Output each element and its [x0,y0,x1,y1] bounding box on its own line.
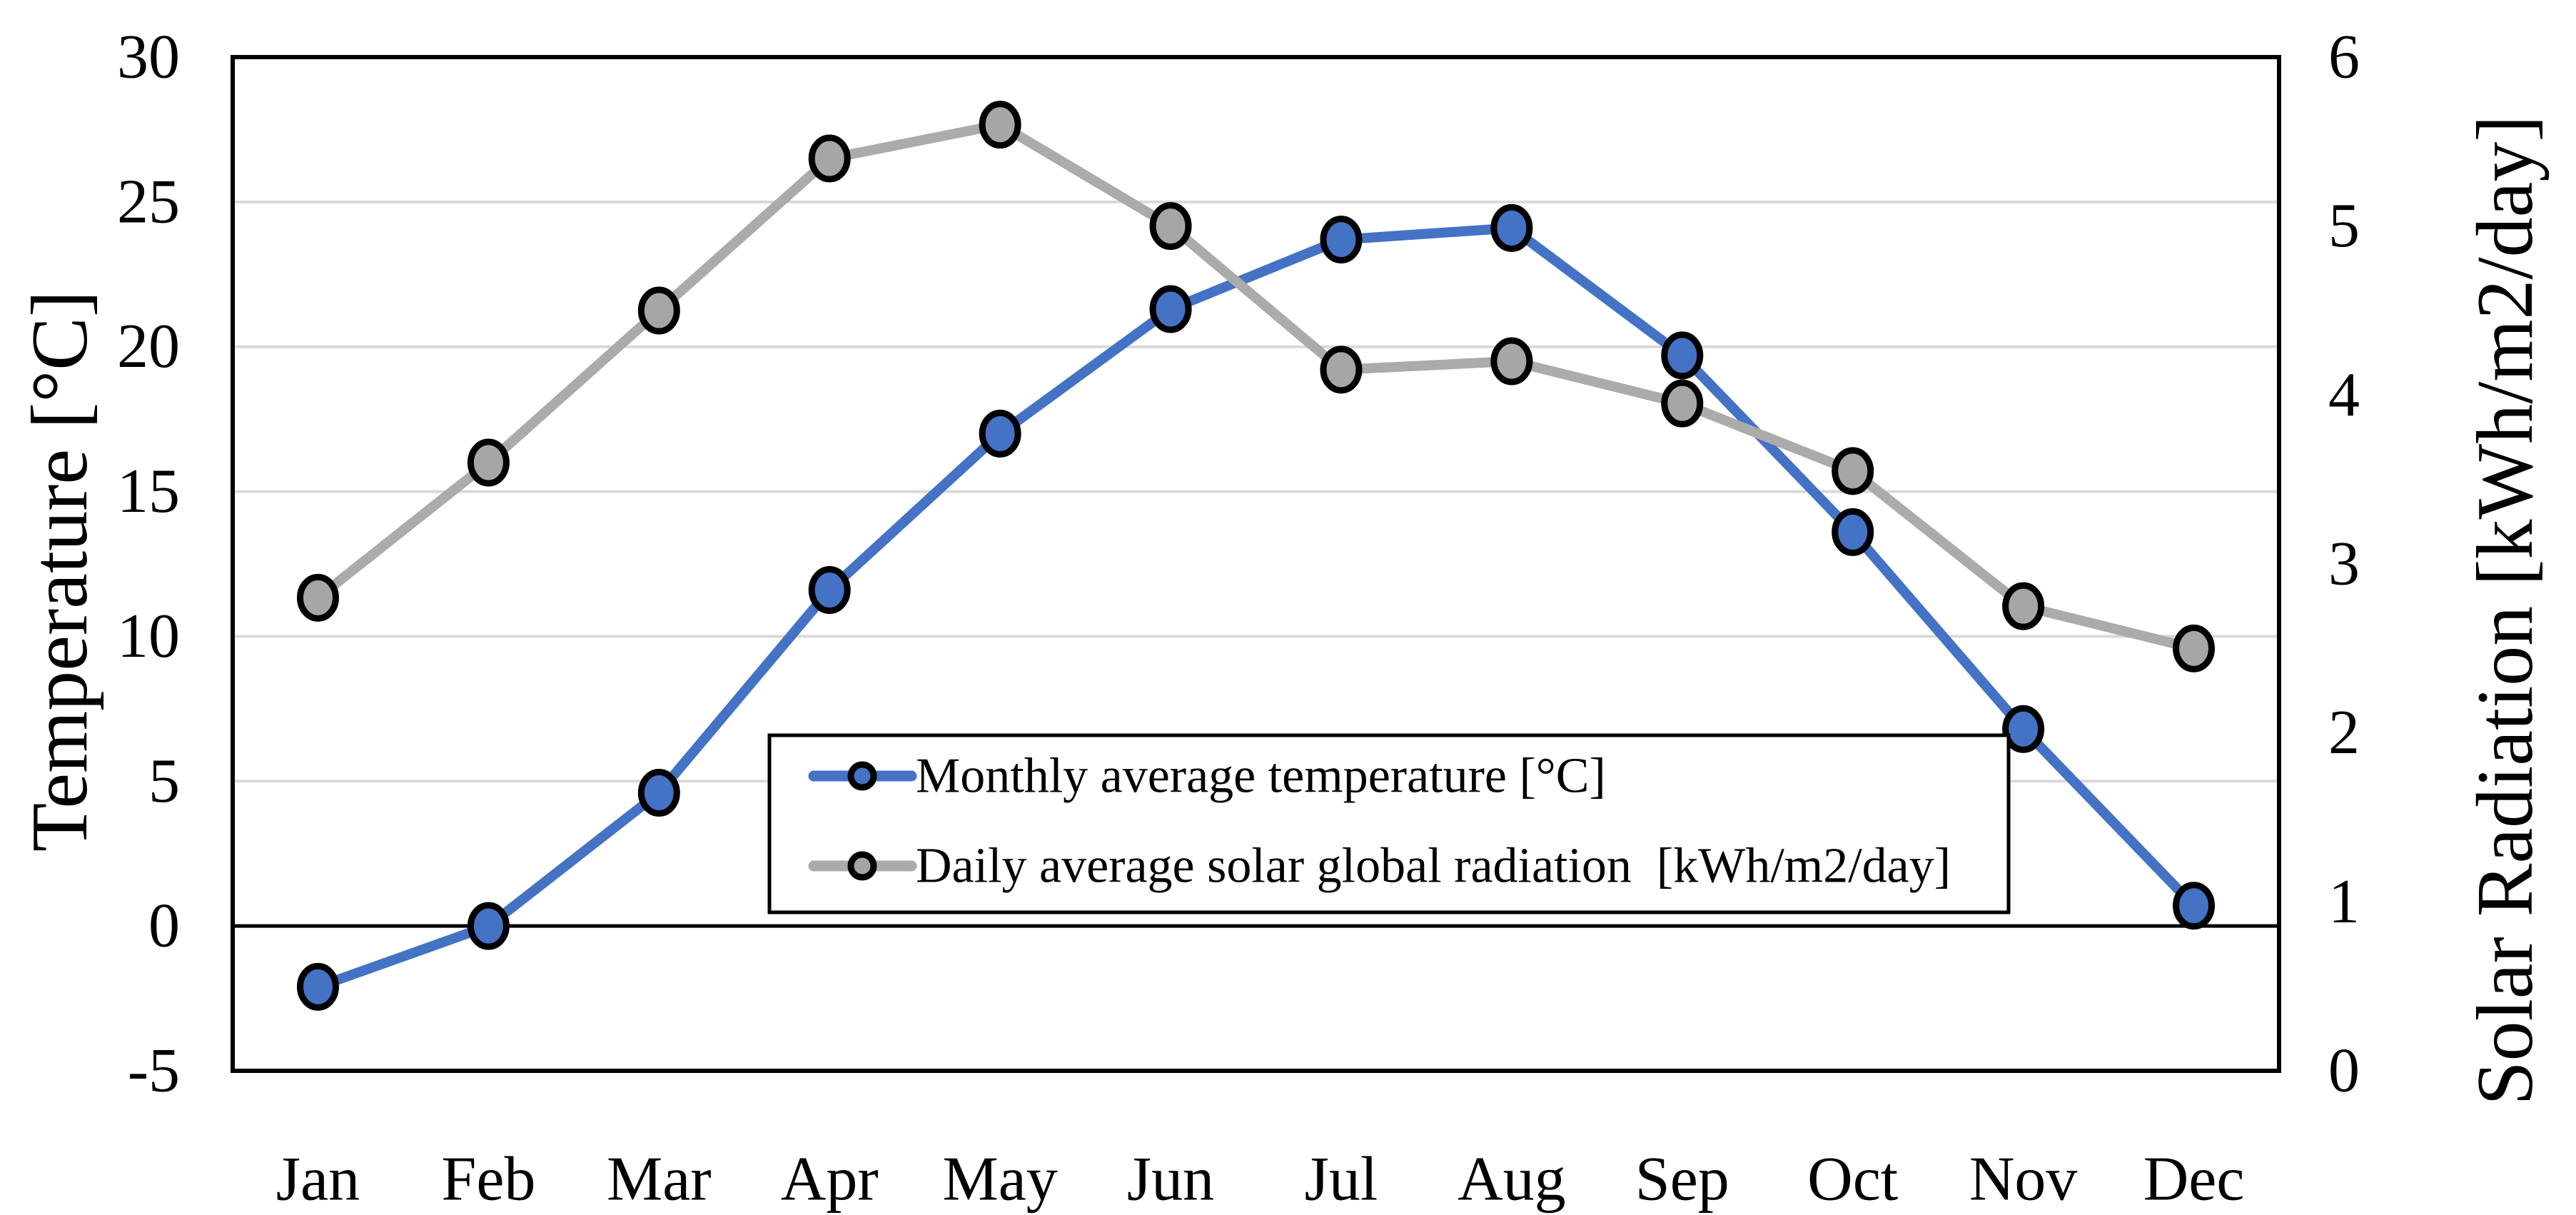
legend-label-radiation: Daily average solar global radiation [kW… [916,839,1951,894]
right-tick-4: 4 [2328,361,2360,430]
series-line-radiation [313,119,2199,654]
legend-entry-radiation: Daily average solar global radiation [kW… [808,839,1951,894]
data-point-temperature-Sep [1661,331,1704,380]
data-point-temperature-Apr [808,566,851,615]
data-point-radiation-Apr [808,134,851,183]
data-point-radiation-Mar [637,286,680,335]
legend: Monthly average temperature [°C] Daily a… [767,733,2011,914]
data-point-radiation-Aug [1490,337,1533,385]
data-point-temperature-Aug [1490,203,1533,252]
data-point-temperature-Jan [296,962,339,1011]
month-label-Mar: Mar [607,1145,712,1214]
data-point-radiation-Dec [2173,624,2216,672]
month-label-Aug: Aug [1458,1145,1566,1214]
right-tick-2: 2 [2328,698,2360,767]
left-tick-5: 5 [148,747,180,816]
left-tick-15: 15 [117,457,180,526]
left-tick-30: 30 [117,23,180,92]
month-label-Oct: Oct [1807,1145,1898,1214]
month-label-Dec: Dec [2143,1145,2245,1214]
x-axis-month-labels: Jan Feb Mar Apr May Jun Jul Aug Sep Oct Nov Dec [276,1145,2245,1214]
month-label-Jul: Jul [1305,1145,1378,1214]
legend-marker-temperature [847,761,877,791]
legend-marker-radiation [847,851,877,881]
gridlines [233,200,2279,783]
right-tick-1: 1 [2328,867,2360,937]
plot-border [231,55,2281,1073]
data-point-temperature-Jun [1149,285,1192,333]
left-axis-title: Temperature [°C] [16,291,104,852]
legend-label-temperature: Monthly average temperature [°C] [916,749,1606,804]
left-tick-10: 10 [117,602,180,671]
series-line-temperature [313,223,2199,992]
left-tick-25: 25 [117,167,180,236]
month-label-Nov: Nov [1969,1145,2078,1214]
data-point-radiation-Nov [2002,582,2045,630]
left-tick-20: 20 [117,312,180,381]
right-tick-0: 0 [2328,1037,2360,1106]
data-point-temperature-Oct [1832,508,1874,556]
data-point-temperature-Dec [2173,882,2216,930]
data-point-temperature-Feb [467,902,510,950]
data-point-radiation-Jul [1320,346,1363,394]
data-point-radiation-Feb [467,438,510,487]
series-layer [296,101,2216,1011]
right-tick-6: 6 [2328,23,2360,92]
legend-box [767,733,2011,914]
right-tick-3: 3 [2328,530,2360,599]
right-axis-title: Solar Radiation [kWh/m2/day] [2461,115,2550,1105]
left-tick--5: -5 [128,1037,180,1106]
month-label-Apr: Apr [781,1145,879,1214]
data-point-temperature-Jul [1320,216,1363,264]
month-label-Jan: Jan [276,1145,360,1214]
data-point-radiation-Sep [1661,379,1704,428]
right-tick-5: 5 [2328,191,2360,261]
data-point-radiation-May [979,101,1021,149]
month-label-Jun: Jun [1127,1145,1214,1214]
data-point-radiation-Oct [1832,447,1874,495]
series-temperature [296,203,2216,1011]
data-point-radiation-Jan [296,573,339,622]
month-label-Feb: Feb [441,1145,535,1214]
data-point-temperature-Mar [637,769,680,817]
data-point-temperature-Nov [2002,705,2045,753]
legend-entry-temperature: Monthly average temperature [°C] [808,749,1606,804]
left-tick-0: 0 [148,892,180,961]
left-axis-tick-labels: 30 25 20 15 10 5 0 -5 [117,23,180,1106]
series-radiation [296,101,2216,672]
month-label-Sep: Sep [1635,1145,1729,1214]
data-point-radiation-Jun [1149,202,1192,251]
data-point-temperature-May [979,409,1021,458]
month-label-May: May [942,1145,1057,1214]
right-axis-tick-labels: 6 5 4 3 2 1 0 [2328,23,2360,1106]
